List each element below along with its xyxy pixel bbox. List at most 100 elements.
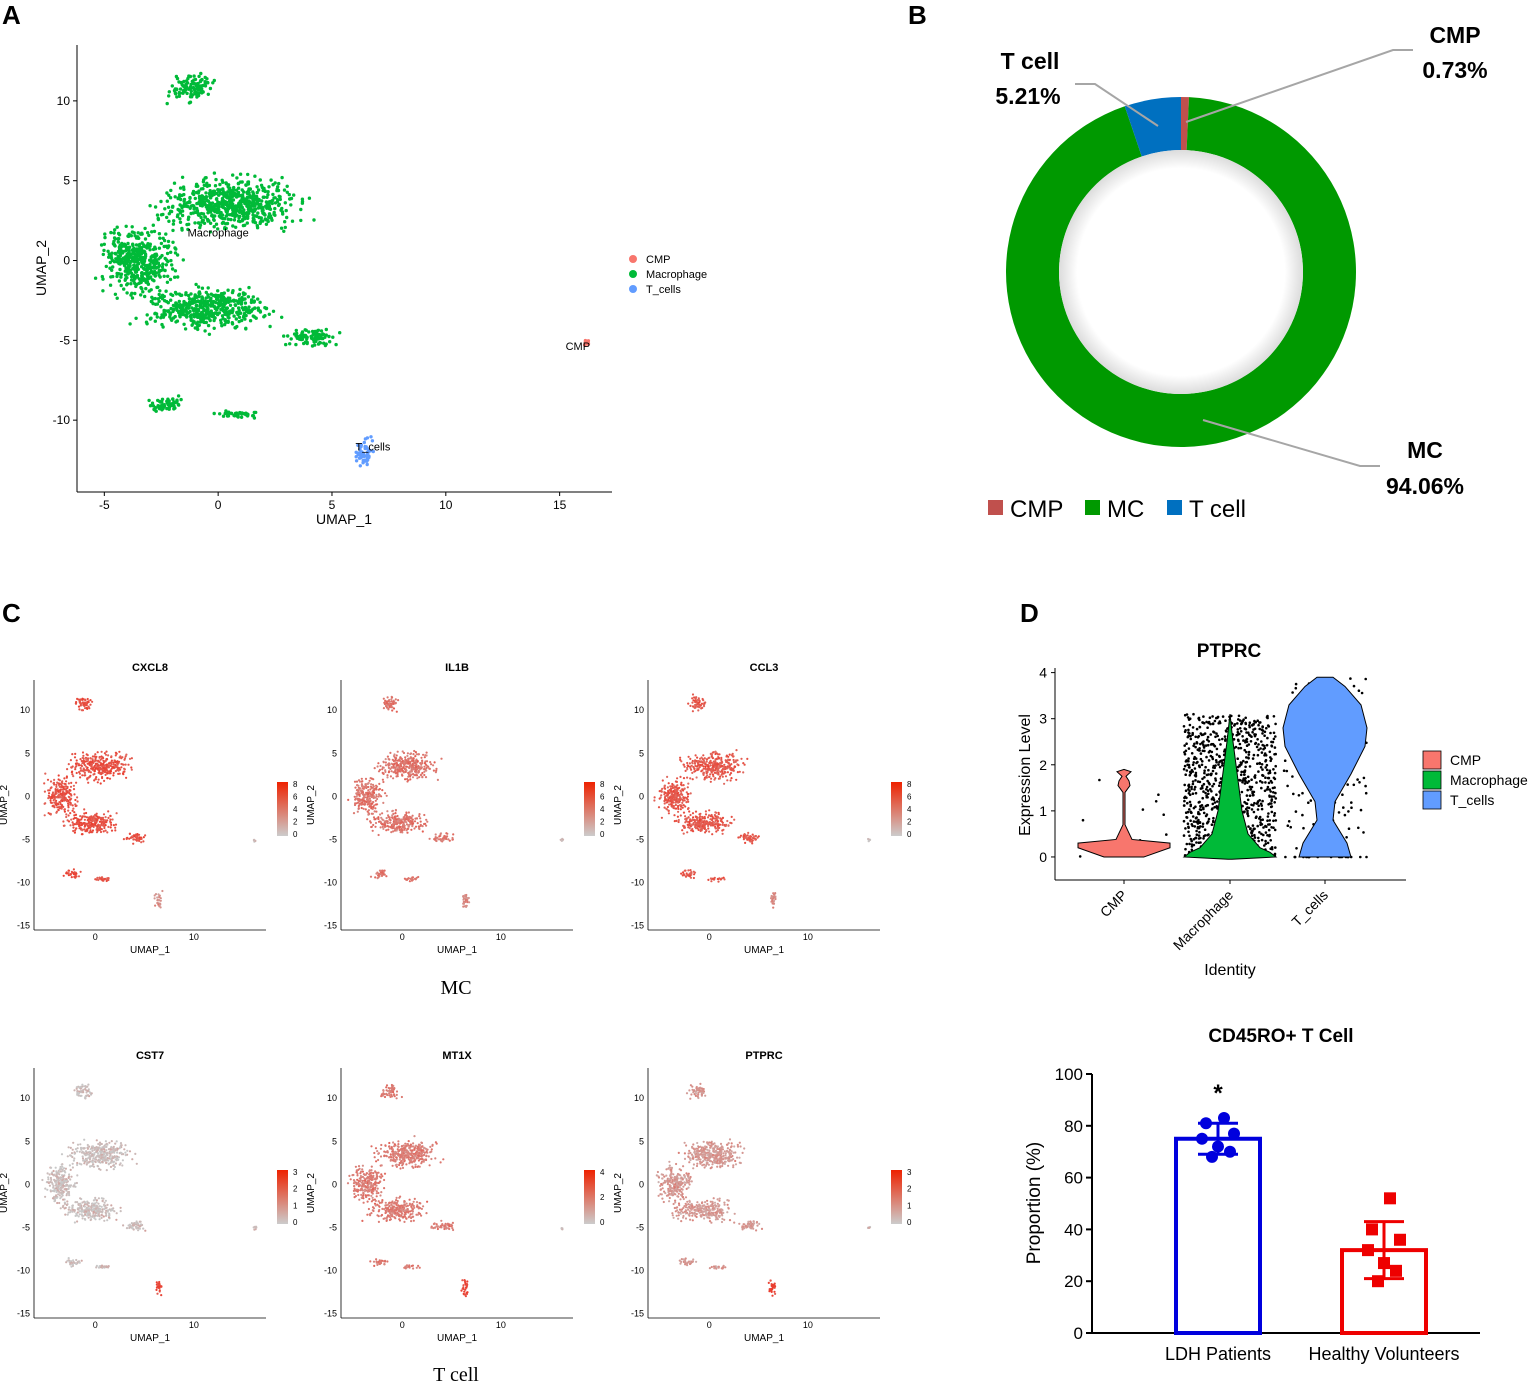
feature-point (468, 901, 470, 903)
feature-point (98, 816, 100, 818)
umap-point-macrophage (166, 200, 169, 203)
umap-point-t_cells (366, 436, 369, 439)
feature-point (78, 708, 80, 710)
umap-point-macrophage (177, 394, 180, 397)
feature-point (705, 810, 707, 812)
umap-point-macrophage (139, 293, 142, 296)
feature-point (687, 799, 689, 801)
feature-point (868, 840, 870, 842)
umap-point-macrophage (183, 203, 186, 206)
feature-point (129, 833, 131, 835)
feature-point (729, 822, 731, 824)
umap-point-macrophage (165, 216, 168, 219)
umap-point-macrophage (243, 317, 246, 320)
umap-point-macrophage (164, 232, 167, 235)
feature-point (718, 757, 720, 759)
umap-point-macrophage (210, 302, 213, 305)
umap-point-macrophage (210, 205, 213, 208)
feature-point (725, 775, 727, 777)
feature-point (357, 785, 359, 787)
umap-point-macrophage (177, 403, 180, 406)
feature-point (671, 783, 673, 785)
feature-point (75, 805, 77, 807)
feature-point (462, 895, 464, 897)
umap-point-macrophage (216, 297, 219, 300)
feature-point (723, 764, 725, 766)
feature-point (702, 698, 704, 700)
feature-point (435, 833, 437, 835)
umap-point-t_cells (355, 459, 358, 462)
feature-point (368, 782, 370, 784)
umap-point-macrophage (232, 192, 235, 195)
feature-point (397, 699, 399, 701)
umap-point-macrophage (232, 314, 235, 317)
legend-dot-macrophage (629, 270, 637, 278)
umap-point-macrophage (119, 244, 122, 247)
umap-point-macrophage (204, 203, 207, 206)
umap-point-macrophage (294, 334, 297, 337)
feature-point (362, 793, 364, 795)
umap-point-macrophage (109, 284, 112, 287)
feature-point (94, 765, 96, 767)
umap-point-macrophage (214, 311, 217, 314)
feature-point (663, 787, 665, 789)
feature-point (88, 701, 90, 703)
feature-point (415, 826, 417, 828)
umap-point-macrophage (143, 272, 146, 275)
umap-point-macrophage (126, 242, 129, 245)
umap-point-macrophage (253, 198, 256, 201)
umap-xlabel: UMAP_1 (316, 511, 372, 527)
feature-point (723, 783, 725, 785)
feature-point (721, 821, 723, 823)
umap-point-macrophage (120, 284, 123, 287)
feature-point (82, 770, 84, 772)
umap-point-macrophage (268, 200, 271, 203)
umap-point-macrophage (156, 213, 159, 216)
umap-point-macrophage (252, 295, 255, 298)
feature-point (421, 760, 423, 762)
umap-point-macrophage (171, 241, 174, 244)
umap-point-macrophage (236, 413, 239, 416)
umap-point-macrophage (136, 251, 139, 254)
feature-point (49, 796, 51, 798)
feature-point (697, 706, 699, 708)
feature-point (396, 711, 398, 713)
feature-point (710, 778, 712, 780)
feature-point (402, 766, 404, 768)
donut-label-name: T cell (1001, 48, 1060, 74)
feature-point (361, 807, 363, 809)
umap-point-macrophage (130, 253, 133, 256)
feature-point (393, 753, 395, 755)
umap-point-macrophage (118, 248, 121, 251)
y-tick-label: 5 (63, 174, 70, 188)
umap-point-macrophage (179, 398, 182, 401)
umap-point-macrophage (163, 275, 166, 278)
umap-point-macrophage (163, 207, 166, 210)
feature-point (681, 794, 683, 796)
feature-point (102, 769, 104, 771)
feature-point (740, 758, 742, 760)
feature-point (700, 829, 702, 831)
feature-point (102, 817, 104, 819)
umap-point-macrophage (262, 187, 265, 190)
umap-point-macrophage (182, 188, 185, 191)
feature-point (716, 768, 718, 770)
umap-point-macrophage (180, 206, 183, 209)
legend-dot-cmp (629, 255, 637, 263)
feature-point (562, 839, 564, 841)
feature-point (707, 827, 709, 829)
feature-point (76, 796, 78, 798)
feature-point (682, 874, 684, 876)
umap-point-macrophage (138, 277, 141, 280)
feature-point (736, 763, 738, 765)
umap-point-macrophage (253, 416, 256, 419)
feature-point (52, 796, 54, 798)
feature-point (370, 826, 372, 828)
feature-point (377, 877, 379, 879)
feature-point (63, 875, 65, 877)
feature-point (406, 823, 408, 825)
feature-point (382, 802, 384, 804)
umap-point-macrophage (182, 323, 185, 326)
feature-point (367, 811, 369, 813)
umap-point-macrophage (216, 294, 219, 297)
